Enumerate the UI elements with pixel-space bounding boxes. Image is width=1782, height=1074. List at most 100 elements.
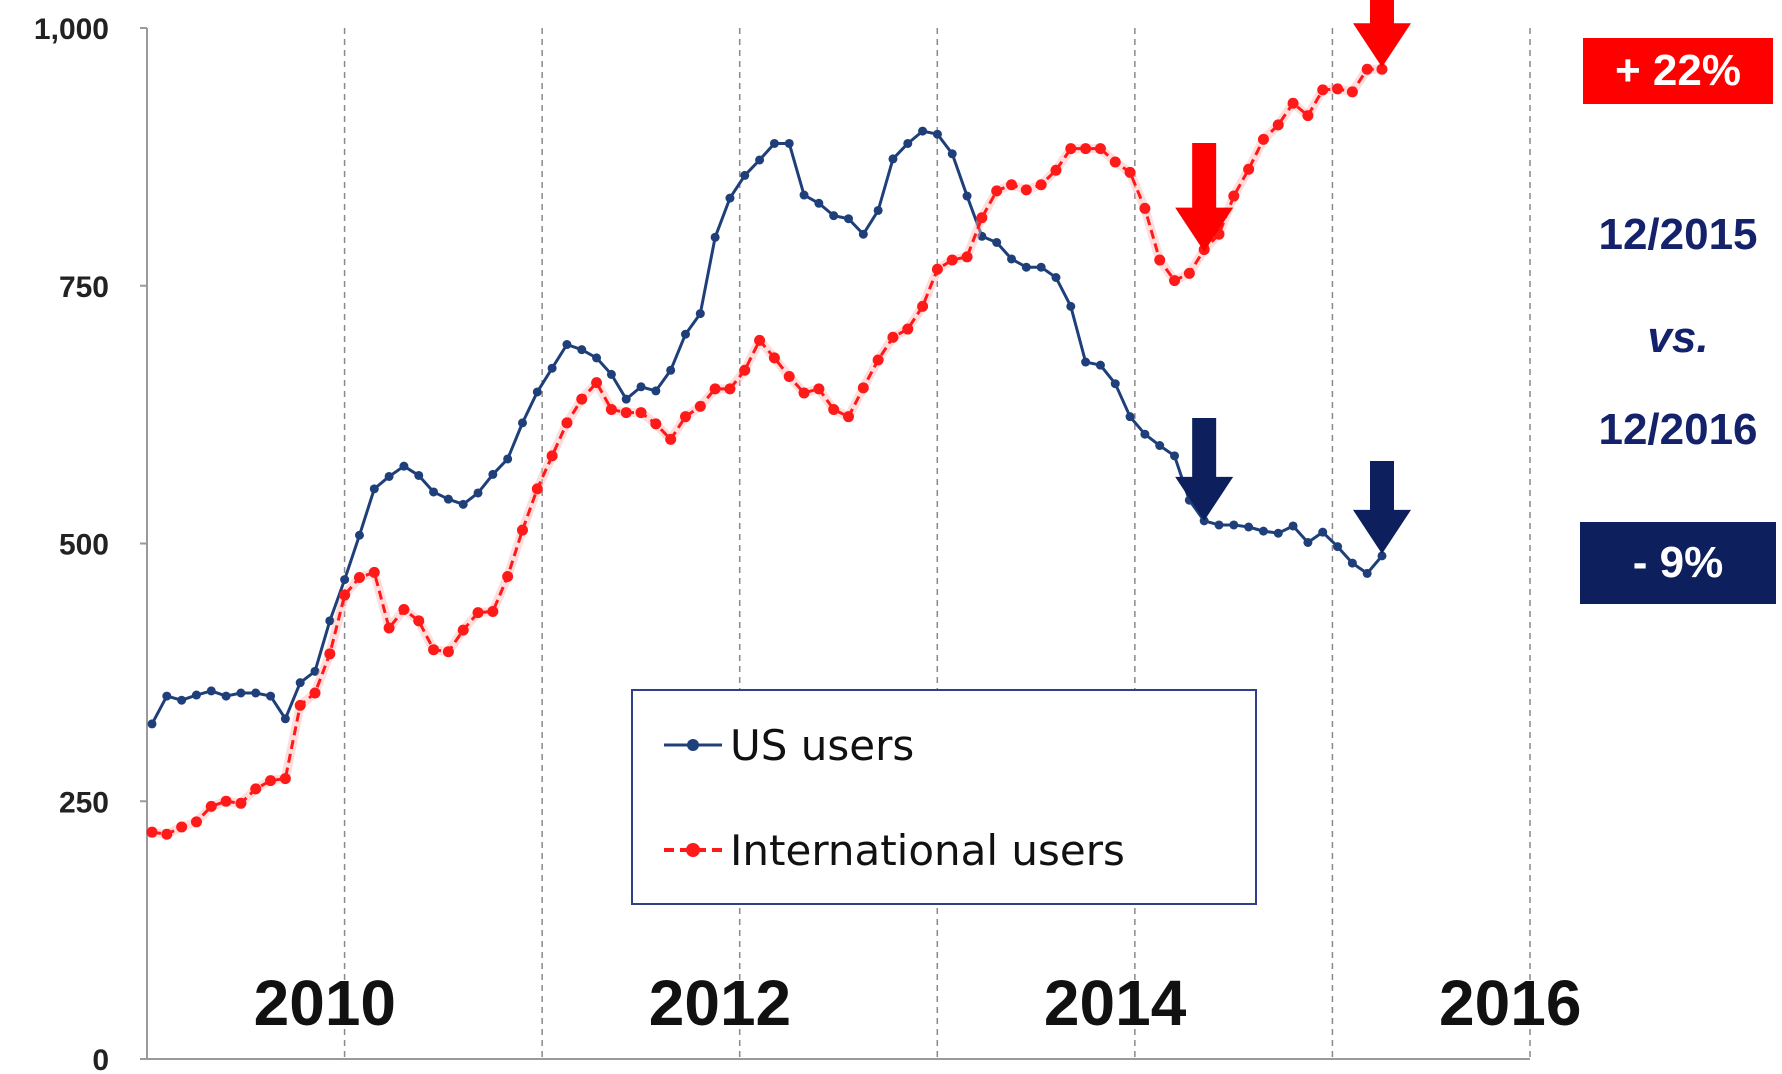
data-point xyxy=(191,690,201,700)
data-point xyxy=(1332,83,1344,95)
data-point xyxy=(428,644,440,656)
y-tick-label: 1,000 xyxy=(34,13,109,46)
data-point xyxy=(1273,528,1283,538)
data-point xyxy=(309,687,321,699)
data-point xyxy=(1170,451,1180,461)
data-point xyxy=(1258,526,1268,536)
data-point xyxy=(235,797,247,809)
data-point xyxy=(398,603,410,615)
data-point xyxy=(280,714,290,724)
data-point xyxy=(858,229,868,239)
data-point xyxy=(1183,267,1195,279)
data-point xyxy=(1139,202,1151,214)
data-point xyxy=(992,237,1002,247)
data-point xyxy=(1154,254,1166,266)
data-point xyxy=(265,775,277,787)
data-point xyxy=(651,386,661,396)
data-point xyxy=(798,387,810,399)
data-point xyxy=(605,403,617,415)
data-point xyxy=(961,251,973,263)
data-point xyxy=(1377,551,1387,561)
data-point xyxy=(844,214,854,224)
data-point xyxy=(576,393,588,405)
data-point xyxy=(1006,179,1018,191)
intl-change-badge: + 22% xyxy=(1583,38,1773,104)
data-point xyxy=(325,616,335,626)
data-point xyxy=(754,334,766,346)
data-point xyxy=(1214,520,1224,530)
vs-label: vs. xyxy=(1647,313,1709,362)
data-point xyxy=(755,155,765,165)
data-point xyxy=(161,828,173,840)
data-point xyxy=(562,340,572,350)
data-point xyxy=(251,688,261,698)
data-point xyxy=(220,795,232,807)
data-point xyxy=(221,691,231,701)
intl-arrow-2015 xyxy=(1175,143,1234,252)
data-point xyxy=(250,783,262,795)
period-a-label: 12/2015 xyxy=(1598,210,1758,259)
data-point xyxy=(1257,133,1269,145)
data-point xyxy=(1347,558,1357,568)
data-point xyxy=(324,648,336,660)
data-point xyxy=(354,530,364,540)
data-point xyxy=(976,212,988,224)
data-point xyxy=(918,126,928,136)
data-point xyxy=(1155,441,1165,451)
data-point xyxy=(1080,143,1092,155)
data-point xyxy=(442,646,454,658)
data-point xyxy=(1169,275,1181,287)
data-point xyxy=(872,354,884,366)
series-international xyxy=(146,63,1388,840)
data-point xyxy=(946,254,958,266)
data-point xyxy=(561,417,573,429)
data-point xyxy=(620,407,632,419)
data-point xyxy=(814,198,824,208)
data-point xyxy=(266,691,276,701)
data-point xyxy=(369,484,379,494)
data-point xyxy=(1007,254,1017,264)
us-arrow-2016 xyxy=(1353,461,1411,554)
data-point xyxy=(368,566,380,578)
data-point xyxy=(1035,179,1047,191)
data-point xyxy=(739,364,751,376)
data-point xyxy=(147,719,157,729)
data-point xyxy=(176,821,188,833)
data-point xyxy=(516,524,528,536)
intl-arrow-2016 xyxy=(1353,0,1411,68)
data-point xyxy=(1318,527,1328,537)
legend-intl-swatch-dot xyxy=(686,843,700,857)
data-point xyxy=(1317,84,1329,96)
data-point xyxy=(503,454,513,464)
data-point xyxy=(606,369,616,379)
data-point xyxy=(636,382,646,392)
data-point xyxy=(473,488,483,498)
data-point xyxy=(635,407,647,419)
data-point xyxy=(768,352,780,364)
data-point xyxy=(1302,110,1314,122)
data-point xyxy=(488,469,498,479)
data-point xyxy=(429,487,439,497)
data-point xyxy=(1362,568,1372,578)
legend: US users International users xyxy=(631,689,1257,905)
year-label: 2016 xyxy=(1439,967,1581,1039)
data-point xyxy=(1287,97,1299,109)
series-layer xyxy=(146,63,1388,840)
data-point xyxy=(414,470,424,480)
data-point xyxy=(679,411,691,423)
data-point xyxy=(1244,522,1254,532)
y-tick-label: 250 xyxy=(59,786,109,819)
data-point xyxy=(1288,521,1298,531)
data-point xyxy=(1065,143,1077,155)
data-point xyxy=(1140,429,1150,439)
data-point xyxy=(932,129,942,139)
data-point xyxy=(1020,184,1032,196)
data-point xyxy=(1066,301,1076,311)
data-point xyxy=(857,382,869,394)
data-point xyxy=(829,211,839,221)
data-point xyxy=(666,365,676,375)
data-point xyxy=(695,309,705,319)
data-point xyxy=(888,154,898,164)
data-point xyxy=(1095,360,1105,370)
y-axis-ticks: 0 250 500 750 1,000 xyxy=(34,13,147,1074)
